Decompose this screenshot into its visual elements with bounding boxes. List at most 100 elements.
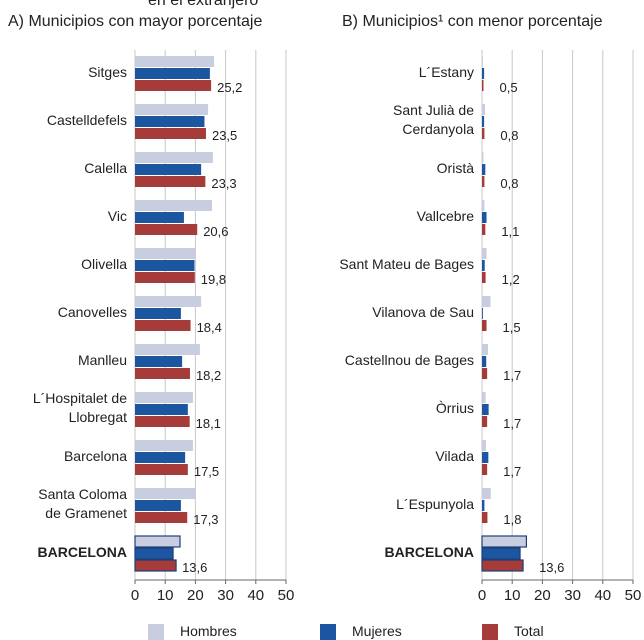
bar bbox=[482, 260, 485, 271]
category-label: Vallcebre bbox=[416, 207, 474, 224]
category-label: BARCELONA bbox=[384, 543, 474, 560]
bar bbox=[482, 272, 486, 283]
value-label: 23,5 bbox=[211, 128, 238, 143]
legend-label: Total bbox=[514, 623, 544, 639]
x-tick-label: 50 bbox=[277, 587, 295, 604]
bar bbox=[134, 535, 181, 548]
category-label: Canovelles bbox=[57, 303, 127, 320]
x-tick-label: 20 bbox=[187, 587, 204, 604]
bar bbox=[482, 56, 483, 67]
bar bbox=[135, 344, 200, 355]
category-label: Vilada bbox=[435, 447, 474, 464]
bar bbox=[135, 152, 213, 163]
x-tick-label: 20 bbox=[534, 587, 551, 604]
bar bbox=[481, 559, 524, 572]
value-label: 1,5 bbox=[502, 320, 521, 335]
bar bbox=[482, 200, 485, 211]
x-tick-label: 30 bbox=[217, 587, 234, 604]
bar bbox=[135, 368, 190, 379]
bar bbox=[482, 104, 486, 115]
bar bbox=[482, 128, 485, 139]
value-label: 13,6 bbox=[539, 560, 565, 575]
bar bbox=[135, 440, 193, 451]
x-tick-label: 40 bbox=[247, 587, 265, 604]
category-label: Òrrius bbox=[435, 399, 474, 416]
category-label: BARCELONA bbox=[37, 543, 127, 560]
category-label: Vilanova de Sau bbox=[372, 303, 474, 320]
bar bbox=[135, 164, 202, 175]
bar bbox=[135, 296, 202, 307]
bar bbox=[481, 535, 527, 548]
category-label: Vic bbox=[107, 207, 127, 224]
bar bbox=[135, 68, 210, 79]
bar bbox=[482, 212, 487, 223]
category-label: Barcelona bbox=[63, 447, 127, 464]
value-label: 18,4 bbox=[196, 320, 222, 335]
bar bbox=[135, 80, 212, 91]
bar bbox=[135, 464, 188, 475]
x-tick-label: 10 bbox=[156, 587, 174, 604]
bar bbox=[482, 392, 486, 403]
bar bbox=[135, 308, 181, 319]
bar bbox=[482, 296, 491, 307]
category-label: Calella bbox=[84, 159, 127, 176]
legend-swatch bbox=[320, 624, 336, 640]
bar bbox=[482, 320, 487, 331]
bar bbox=[482, 224, 486, 235]
value-label: 1,7 bbox=[503, 368, 522, 383]
value-label: 18,1 bbox=[195, 416, 221, 431]
bar bbox=[482, 344, 489, 355]
bar bbox=[135, 416, 190, 427]
bar bbox=[135, 200, 213, 211]
bar bbox=[482, 512, 488, 523]
category-label: Sant Julià de Cerdanyola bbox=[393, 102, 474, 137]
bar bbox=[482, 416, 488, 427]
category-label: Olivella bbox=[81, 255, 127, 272]
bar bbox=[482, 488, 491, 499]
bar bbox=[135, 404, 188, 415]
bar bbox=[482, 152, 484, 163]
bar bbox=[135, 128, 206, 139]
bar bbox=[135, 320, 191, 331]
category-label: Manlleu bbox=[77, 351, 127, 368]
value-label: 1,8 bbox=[503, 512, 522, 527]
bar bbox=[135, 248, 196, 259]
legend-swatch bbox=[148, 624, 164, 640]
value-label: 23,3 bbox=[211, 176, 237, 191]
bar bbox=[135, 452, 186, 463]
bar bbox=[482, 68, 485, 79]
value-label: 0,8 bbox=[500, 176, 519, 191]
category-label: Castelldefels bbox=[46, 111, 127, 128]
value-label: 18,2 bbox=[195, 368, 222, 383]
value-label: 20,6 bbox=[203, 224, 229, 239]
legend-label: Mujeres bbox=[352, 623, 402, 639]
legend-label: Hombres bbox=[180, 623, 237, 639]
category-label: Sitges bbox=[88, 63, 127, 80]
bar bbox=[482, 80, 484, 91]
bar bbox=[482, 164, 486, 175]
bar bbox=[135, 488, 197, 499]
bar bbox=[482, 404, 489, 415]
bar bbox=[482, 464, 488, 475]
bar bbox=[482, 248, 487, 259]
x-tick-label: 30 bbox=[564, 587, 581, 604]
bar bbox=[482, 368, 488, 379]
value-label: 25,2 bbox=[217, 80, 243, 95]
x-tick-label: 0 bbox=[130, 587, 140, 604]
category-label: L´Hospitalet de Llobregat bbox=[32, 390, 127, 425]
bar bbox=[482, 308, 483, 319]
value-label: 19,8 bbox=[200, 272, 227, 287]
category-label: Oristà bbox=[436, 159, 474, 176]
value-label: 1,7 bbox=[503, 464, 522, 479]
panel-title: B) Municipios¹ con menor porcentaje bbox=[342, 13, 603, 30]
bar bbox=[482, 440, 486, 451]
bar bbox=[135, 500, 181, 511]
x-tick-label: 50 bbox=[624, 587, 642, 604]
x-tick-label: 40 bbox=[594, 587, 612, 604]
value-label: 0,8 bbox=[500, 128, 519, 143]
bar bbox=[135, 176, 206, 187]
value-label: 1,7 bbox=[503, 416, 522, 431]
bar bbox=[135, 212, 184, 223]
value-label: 0,5 bbox=[499, 80, 518, 95]
value-label: 1,2 bbox=[501, 272, 520, 287]
